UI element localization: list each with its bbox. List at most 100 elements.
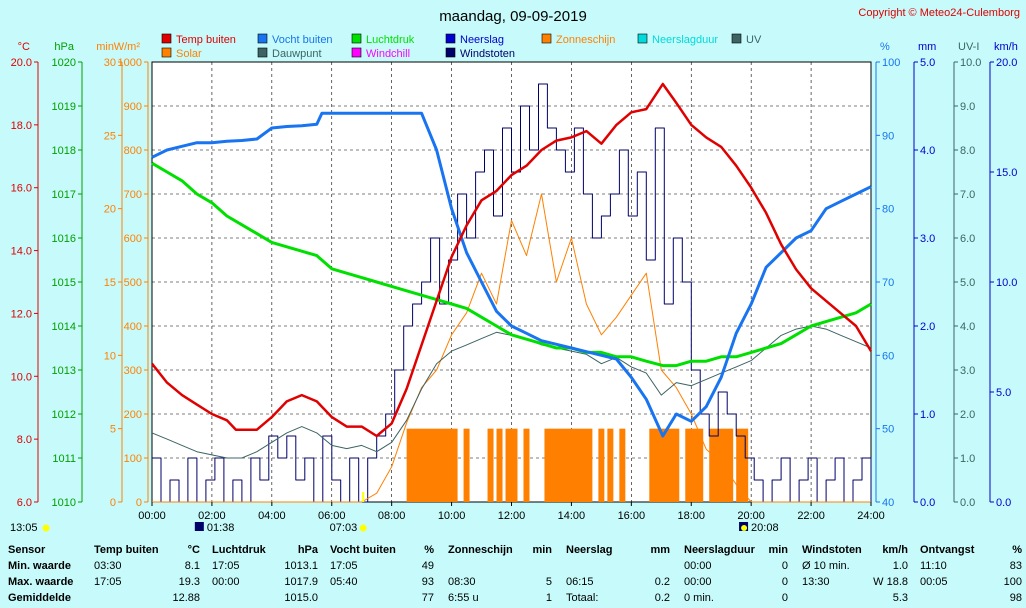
axis-tick-label: 0 <box>136 497 142 509</box>
x-tick-label: 08:00 <box>378 510 406 522</box>
stats-value: 12.88 <box>172 592 200 604</box>
legend-swatch <box>731 33 742 44</box>
sunshine-bar <box>544 428 593 502</box>
stats-col-received: Ontvangst% 11:10 83 00:05 100 98 <box>920 540 1022 608</box>
axis-title-pressure: hPa <box>54 41 74 53</box>
stats-value: 5 <box>545 576 552 588</box>
stats-value: 1013.1 <box>284 560 318 572</box>
x-tick-label: 16:00 <box>618 510 646 522</box>
stats-value: 19.3 <box>178 576 200 588</box>
legend-swatch <box>161 47 172 58</box>
sunshine-bar <box>463 428 470 502</box>
sunshine-bar <box>619 428 626 502</box>
legend-label: Windchill <box>366 48 410 60</box>
stats-col-pressure: Luchtdruk hPa 17:05 1013.1 00:00 1017.9 1015.0 <box>212 540 318 608</box>
stats-time: Totaal: <box>566 592 599 604</box>
axis-tick-label: 1011 <box>52 453 76 465</box>
stats-unit: °C <box>187 544 200 556</box>
x-tick-label: 18:00 <box>677 510 705 522</box>
stats-time: 06:15 <box>566 576 594 588</box>
stats-time: 17:05 <box>330 560 358 572</box>
stats-value: 1015.0 <box>284 592 318 604</box>
sunshine-bar <box>685 428 704 502</box>
axis-tick-label: 20 <box>104 204 116 216</box>
stats-unit: % <box>1012 544 1022 556</box>
series-lines <box>151 82 873 503</box>
stats-unit: % <box>424 544 434 556</box>
axis-title-humidity: % <box>880 41 890 53</box>
axis-tick-label: 8.0 <box>960 145 975 157</box>
stats-time: 00:05 <box>920 576 948 588</box>
time-marker-label: 20:08 <box>751 522 779 534</box>
axis-tick-label: 15 <box>104 277 116 289</box>
stats-value: 93 <box>421 576 434 588</box>
sunshine-bars <box>406 428 749 502</box>
axis-title-uv: UV-I <box>958 41 979 53</box>
stats-value: 0 <box>781 576 788 588</box>
legend-label: Vocht buiten <box>272 34 333 46</box>
x-tick-label: 20:00 <box>737 510 765 522</box>
axis-tick-label: 1015 <box>52 277 76 289</box>
axis-tick-label: 40 <box>882 497 894 509</box>
stats-unit: min <box>768 544 788 556</box>
axis-tick-label: 9.0 <box>960 101 975 113</box>
legend-label: Luchtdruk <box>366 34 415 46</box>
stats-time: 00:00 <box>212 576 240 588</box>
axis-tick-label: 1017 <box>52 189 76 201</box>
axis-title-rain: mm <box>918 41 936 53</box>
legend-label: Dauwpunt <box>272 48 322 60</box>
axis-tick-label: 3.0 <box>960 365 975 377</box>
sunshine-bar <box>406 428 458 502</box>
stats-value: 5.3 <box>892 592 908 604</box>
stats-col-temp: Temp buiten °C 03:30 8.1 17:05 19.3 12.88 <box>94 540 200 608</box>
axis-title-solar: W/m² <box>114 41 141 53</box>
axis-tick-label: 1014 <box>52 321 76 333</box>
x-tick-label: 06:00 <box>318 510 346 522</box>
stats-col-sunshine: Zonneschijn min 08:30 5 6:55 u 1 <box>448 540 552 608</box>
moon-icon <box>194 522 204 531</box>
axis-tick-label: 400 <box>124 321 142 333</box>
stats-value: 1017.9 <box>284 576 318 588</box>
axis-tick-label: 0.0 <box>996 497 1011 509</box>
axis-tick-label: 5.0 <box>920 57 935 69</box>
series-line-temp-buiten <box>151 82 873 438</box>
stats-time: 08:30 <box>448 576 476 588</box>
sunshine-bar <box>709 428 734 502</box>
stats-table: Sensor Min. waarde Max. waarde Gemiddeld… <box>0 540 1026 608</box>
axis-tick-label: 20.0 <box>996 57 1017 69</box>
axis-tick-label: 200 <box>124 409 142 421</box>
axis-tick-label: 6.0 <box>17 497 32 509</box>
axis-tick-label: 0 <box>110 497 116 509</box>
stats-value: 1 <box>545 592 552 604</box>
axis-tick-label: 900 <box>124 101 142 113</box>
axis-tick-label: 4.0 <box>960 321 975 333</box>
sunshine-bar <box>649 428 680 502</box>
stats-unit: min <box>532 544 552 556</box>
stats-header: Windstoten <box>802 544 862 556</box>
stats-time: 17:05 <box>94 576 122 588</box>
legend-swatch <box>351 33 362 44</box>
axis-tick-label: 10.0 <box>11 371 32 383</box>
stats-value: W 18.8 <box>873 576 908 588</box>
stats-value: 0.2 <box>654 576 670 588</box>
axis-tick-label: 60 <box>882 350 894 362</box>
axis-tick-label: 14.0 <box>11 246 32 258</box>
sun-icon <box>741 525 748 531</box>
time-marker-label: 13:05 <box>10 522 38 534</box>
stats-value: 1.0 <box>892 560 908 572</box>
stats-time: 00:00 <box>684 560 712 572</box>
axis-tick-label: 1.0 <box>960 453 975 465</box>
stats-value: 0.2 <box>654 592 670 604</box>
axis-tick-label: 7.0 <box>960 189 975 201</box>
sunshine-bar <box>496 428 503 502</box>
series-line-windstoten <box>152 83 872 503</box>
axes: 6.0 8.0 10.0 12.0 14.0 16.0 18.0 20.0 1010 1011 10… <box>11 57 1018 509</box>
axis-tick-label: 100 <box>124 453 142 465</box>
axis-tick-label: 5.0 <box>960 277 975 289</box>
x-tick-label: 24:00 <box>857 510 885 522</box>
stats-header: Neerslagduur <box>684 544 755 556</box>
x-tick-label: 00:00 <box>138 510 166 522</box>
axis-tick-label: 700 <box>124 189 142 201</box>
axis-title-minutes: min <box>96 41 114 53</box>
